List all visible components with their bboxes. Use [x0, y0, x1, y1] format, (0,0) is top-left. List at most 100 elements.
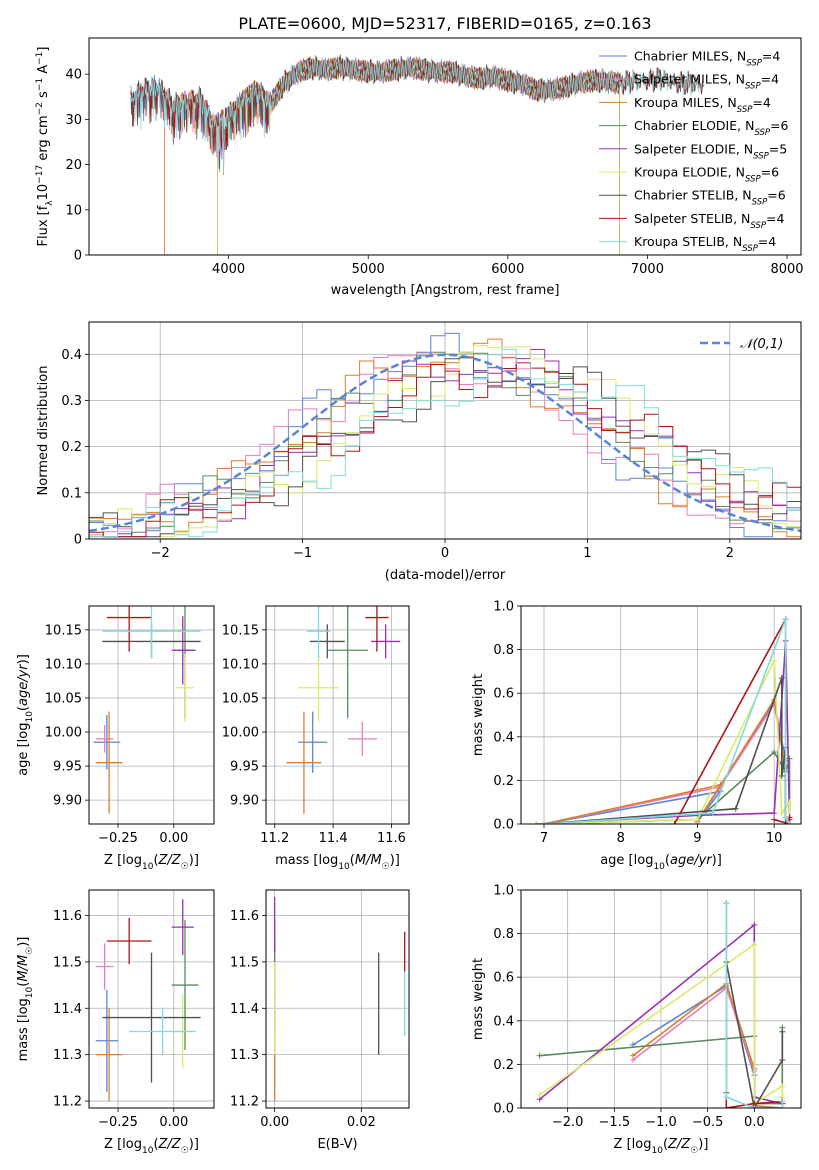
- spectrum-line: [130, 55, 704, 154]
- axes-residual-histogram: −2 −1 0 1 2 0 0.1 0.2 0.3 0.4 (data-model)/error No…: [36, 321, 802, 583]
- errorbar-point: [95, 943, 114, 990]
- weight-line: [536, 660, 791, 824]
- y-tick-label: 10.05: [222, 691, 259, 706]
- x-tick-label: 10: [766, 831, 783, 846]
- y-axis-label: Normed distribution: [36, 366, 51, 496]
- legend-label: Chabrier MILES, NSSP=4: [634, 49, 780, 69]
- y-tick-label: 11.2: [53, 1095, 82, 1110]
- weight-marker: [732, 805, 739, 812]
- weight-marker: [782, 821, 789, 824]
- errorbar-point: [95, 711, 123, 814]
- x-tick-label: 11.2: [260, 831, 289, 846]
- histogram-step: [89, 348, 801, 539]
- errorbar-point: [298, 653, 339, 722]
- axes-frame: [88, 37, 802, 256]
- errorbar-point: [95, 725, 114, 753]
- weight-marker: [751, 921, 758, 928]
- x-axis-label: (data-model)/error: [385, 568, 506, 583]
- x-tick-label: 1: [583, 546, 591, 561]
- axes-frame: [88, 605, 215, 825]
- errorbar-point: [286, 711, 322, 814]
- weight-marker: [723, 900, 730, 907]
- x-axis-label: E(B-V): [317, 1137, 357, 1152]
- plot-area-age-vs-Z: [93, 606, 201, 814]
- weight-marker: [771, 816, 778, 823]
- errorbar-point: [95, 989, 119, 1092]
- x-tick-label: −2: [151, 546, 170, 561]
- x-tick-label: 8000: [770, 262, 803, 277]
- y-tick-label: 1.0: [493, 600, 514, 615]
- y-tick-label: 10.10: [45, 657, 82, 672]
- weight-marker: [723, 1105, 730, 1108]
- axes-mass-vs-Z: −0.25 0.00 11.2 11.3 11.4 11.5 11.6 Z [log10(Z/…: [16, 889, 215, 1156]
- x-tick-label: 0: [441, 546, 449, 561]
- y-tick-label: 10.00: [222, 726, 259, 741]
- axes-frame: [520, 605, 802, 825]
- x-axis-label: mass [log10(M/M☉)]: [275, 853, 400, 872]
- weight-marker: [717, 781, 724, 788]
- legend-label: 𝒩(0,1): [740, 337, 783, 352]
- axes-age-vs-mass: 11.2 11.4 11.6 9.90 9.95 10.00 10.05 10.10 10.15…: [222, 605, 410, 872]
- y-tick-label: 0.2: [493, 1058, 514, 1073]
- weight-marker: [778, 810, 785, 817]
- x-tick-label: −1: [293, 546, 312, 561]
- y-tick-label: 9.95: [230, 760, 259, 775]
- x-tick-label: 9: [693, 831, 701, 846]
- weight-marker: [786, 799, 793, 806]
- weight-marker: [779, 1057, 786, 1064]
- axes-mass-vs-ebv: 0.00 0.02 11.2 11.3 11.4 11.5 11.6 E(B-V): [230, 889, 410, 1152]
- weight-marker: [536, 1091, 543, 1098]
- weight-marker: [782, 814, 789, 821]
- y-tick-label: 0.4: [493, 1014, 514, 1029]
- x-tick-label: 11.6: [377, 831, 406, 846]
- errorbar-point: [171, 899, 194, 955]
- x-tick-label: 4000: [212, 262, 245, 277]
- errorbar-point: [129, 1008, 197, 1055]
- y-tick-label: 11.4: [53, 1002, 82, 1017]
- weight-marker: [778, 773, 785, 780]
- weight-marker: [782, 616, 789, 623]
- x-axis-label: Z [log10(Z/Z☉)]: [104, 853, 199, 872]
- errorbar-point: [176, 653, 194, 722]
- weight-marker: [536, 1052, 543, 1059]
- y-tick-label: 0.0: [493, 1102, 514, 1117]
- weight-marker: [779, 1105, 786, 1108]
- x-axis-label: wavelength [Angstrom, rest frame]: [331, 283, 560, 298]
- axes-frame: [88, 889, 215, 1109]
- y-tick-label: 0: [74, 533, 82, 548]
- weight-marker: [671, 821, 678, 824]
- weight-marker: [786, 821, 793, 824]
- errorbar-point: [106, 606, 152, 652]
- y-tick-label: 0.6: [493, 687, 514, 702]
- x-tick-label: 0.0: [744, 1115, 765, 1130]
- weight-marker: [709, 810, 716, 817]
- y-tick-label: 0.1: [61, 486, 82, 501]
- x-axis-label: age [log10(age/yr)]: [600, 853, 722, 872]
- weight-marker: [778, 674, 785, 681]
- y-axis-label: Flux [fλ10−17 erg cm−2 s−1 A−1]: [35, 47, 55, 247]
- y-tick-label: 9.90: [230, 794, 259, 809]
- errorbar-point: [365, 606, 389, 652]
- errorbar-point: [102, 952, 201, 1083]
- errorbar-point: [95, 1008, 123, 1102]
- weight-marker: [723, 1094, 730, 1101]
- y-tick-label: 11.2: [230, 1095, 259, 1110]
- weight-marker: [771, 657, 778, 664]
- y-tick-label: 40: [65, 68, 82, 83]
- legend-label: Kroupa MILES, NSSP=4: [634, 95, 771, 115]
- figure-title: PLATE=0600, MJD=52317, FIBERID=0165, z=0…: [238, 14, 651, 33]
- weight-marker: [779, 1083, 786, 1090]
- y-tick-label: 9.90: [53, 794, 82, 809]
- y-tick-label: 11.5: [53, 955, 82, 970]
- y-tick-label: 0.2: [493, 774, 514, 789]
- y-tick-label: 20: [65, 158, 82, 173]
- axes-frame: [520, 889, 802, 1109]
- y-tick-label: 30: [65, 113, 82, 128]
- axes-frame: [88, 321, 802, 540]
- errorbar-point: [371, 624, 401, 659]
- x-tick-label: −1.0: [645, 1115, 677, 1130]
- plot-area-spectrum: [130, 54, 704, 255]
- y-tick-label: 0.0: [493, 818, 514, 833]
- weight-marker: [694, 816, 701, 823]
- x-tick-label: 7000: [631, 262, 664, 277]
